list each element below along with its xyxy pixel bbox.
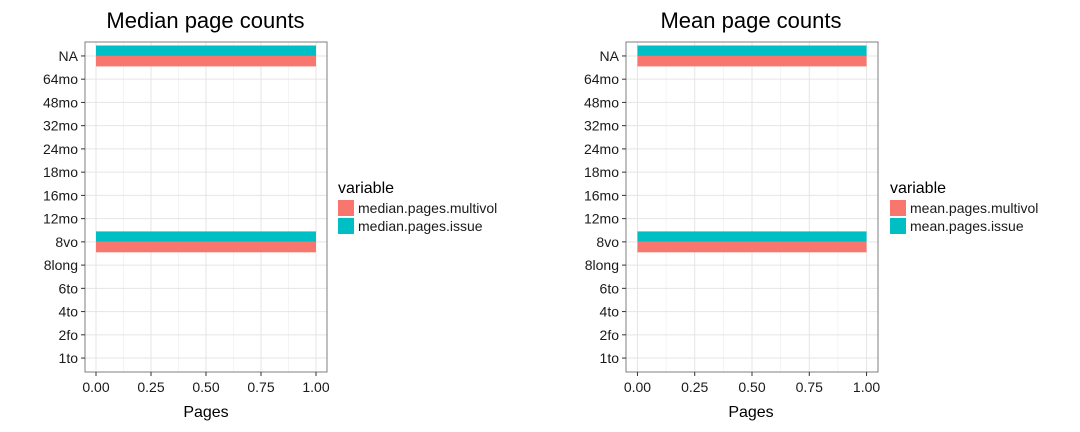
legend-swatch-multivol (890, 200, 906, 216)
legend-swatch-issue (338, 218, 354, 234)
x-tick-label: 0.00 (624, 379, 651, 395)
y-tick-label: 1to (600, 350, 620, 366)
y-tick-label: 12mo (584, 211, 619, 227)
y-tick-label: 48mo (584, 94, 619, 110)
chart-title: Mean page counts (660, 8, 841, 33)
y-tick-label: 8long (585, 257, 619, 273)
x-tick-label: 1.00 (853, 379, 880, 395)
y-tick-label: 2fo (59, 327, 79, 343)
bar-issue-8vo (637, 231, 867, 242)
legend-label-issue: median.pages.issue (358, 218, 483, 234)
legend-title: variable (338, 180, 394, 197)
y-tick-label: 4to (600, 304, 620, 320)
bar-multivol-8vo (637, 241, 867, 253)
y-tick-label: 1to (59, 350, 79, 366)
y-tick-label: 8vo (596, 234, 619, 250)
x-tick-label: 0.25 (681, 379, 708, 395)
bar-multivol-NA (96, 55, 316, 67)
bar-issue-8vo (96, 231, 316, 242)
y-tick-label: NA (59, 48, 79, 64)
y-tick-label: 16mo (584, 187, 619, 203)
x-tick-label: 0.50 (192, 379, 219, 395)
bar-multivol-8vo (96, 241, 316, 253)
legend-swatch-multivol (338, 200, 354, 216)
y-tick-label: 64mo (584, 71, 619, 87)
y-tick-label: 24mo (584, 141, 619, 157)
legend-swatch-issue (890, 218, 906, 234)
y-tick-label: 8long (44, 257, 78, 273)
legend-title: variable (890, 180, 946, 197)
median-chart: Median page counts 1to 2fo 4to 6to 8long 8vo 1… (43, 8, 497, 421)
y-tick-label: 32mo (43, 118, 78, 134)
legend-label-multivol: mean.pages.multivol (910, 200, 1038, 216)
legend: variable mean.pages.multivol mean.pages.… (890, 180, 1038, 234)
legend-label-multivol: median.pages.multivol (358, 200, 497, 216)
y-tick-label: 6to (600, 280, 620, 296)
x-axis-title: Pages (728, 404, 773, 421)
chart-title: Median page counts (106, 8, 304, 33)
y-tick-label: 12mo (43, 211, 78, 227)
y-tick-label: 8vo (55, 234, 78, 250)
mean-chart: Mean page counts 1to 2fo 4to 6to 8long 8vo 12m… (584, 8, 1038, 421)
y-tick-label: 6to (59, 280, 79, 296)
x-tick-label: 0.75 (796, 379, 823, 395)
y-tick-label: 18mo (584, 164, 619, 180)
y-tick-label: 4to (59, 304, 79, 320)
y-tick-label: NA (600, 48, 620, 64)
legend: variable median.pages.multivol median.pa… (338, 180, 497, 234)
legend-label-issue: mean.pages.issue (910, 218, 1024, 234)
y-tick-label: 64mo (43, 71, 78, 87)
bar-multivol-NA (637, 55, 867, 67)
x-tick-label: 0.25 (137, 379, 164, 395)
y-tick-label: 18mo (43, 164, 78, 180)
y-tick-label: 2fo (600, 327, 620, 343)
x-axis-title: Pages (183, 404, 228, 421)
x-tick-label: 0.75 (247, 379, 274, 395)
x-tick-label: 1.00 (302, 379, 329, 395)
y-tick-label: 32mo (584, 118, 619, 134)
x-tick-label: 0.50 (738, 379, 765, 395)
x-tick-label: 0.00 (82, 379, 109, 395)
y-tick-label: 48mo (43, 94, 78, 110)
bar-issue-NA (96, 45, 316, 56)
bar-issue-NA (637, 45, 867, 56)
y-tick-label: 24mo (43, 141, 78, 157)
y-tick-label: 16mo (43, 187, 78, 203)
